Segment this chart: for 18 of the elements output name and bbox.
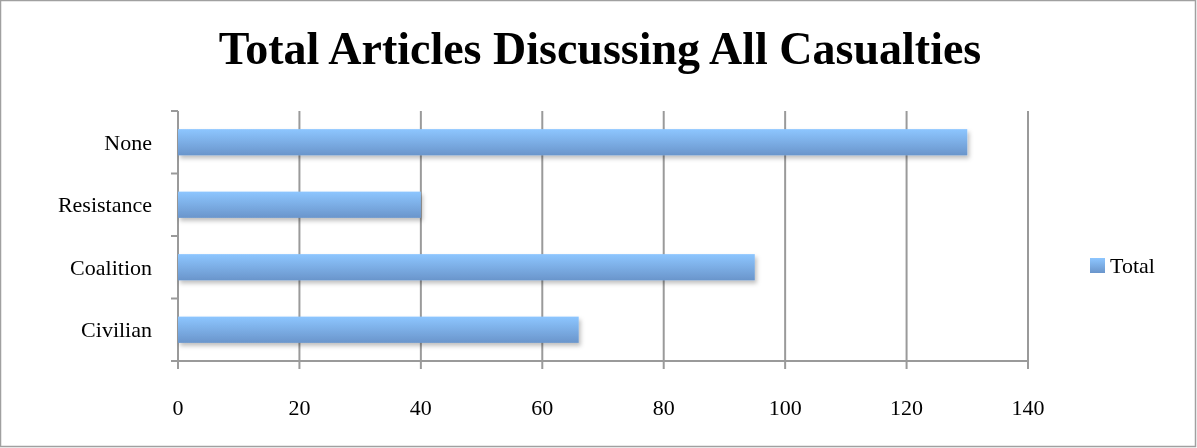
x-tick-label: 80 bbox=[652, 394, 675, 420]
y-tick-label: Coalition bbox=[70, 254, 152, 280]
x-tick-label: 140 bbox=[1011, 394, 1045, 420]
chart-title: Total Articles Discussing All Casualties bbox=[218, 23, 982, 74]
x-tick-label: 100 bbox=[768, 394, 802, 420]
bar bbox=[178, 316, 579, 343]
x-tick-label: 60 bbox=[531, 394, 554, 420]
y-tick-label: Resistance bbox=[57, 192, 152, 218]
x-tick-label: 0 bbox=[172, 394, 184, 420]
x-tick-label: 20 bbox=[288, 394, 311, 420]
y-tick-label: Civilian bbox=[81, 317, 152, 343]
bar bbox=[178, 129, 968, 156]
x-tick-label: 120 bbox=[890, 394, 924, 420]
bar bbox=[178, 254, 755, 281]
bar bbox=[178, 191, 421, 218]
legend-label: Total bbox=[1110, 252, 1155, 278]
x-tick-label: 40 bbox=[409, 394, 432, 420]
y-tick-label: None bbox=[104, 129, 152, 155]
